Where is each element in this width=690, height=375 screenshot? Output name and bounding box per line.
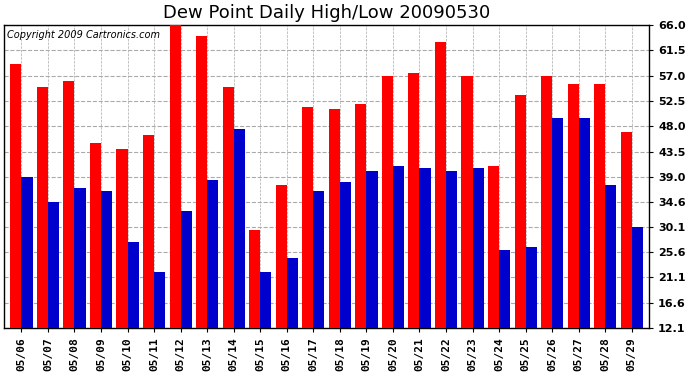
Bar — [328, 110, 340, 328]
Bar — [420, 168, 431, 328]
Bar — [488, 166, 499, 328]
Bar — [207, 180, 218, 328]
Bar — [223, 87, 234, 328]
Bar — [37, 87, 48, 328]
Title: Dew Point Daily High/Low 20090530: Dew Point Daily High/Low 20090530 — [163, 4, 490, 22]
Bar — [154, 272, 166, 328]
Bar — [117, 149, 128, 328]
Bar — [382, 76, 393, 328]
Bar — [196, 36, 207, 328]
Bar — [435, 42, 446, 328]
Bar — [302, 106, 313, 328]
Bar — [128, 242, 139, 328]
Bar — [21, 177, 32, 328]
Bar — [552, 118, 563, 328]
Bar — [260, 272, 271, 328]
Bar — [48, 202, 59, 328]
Bar — [541, 76, 552, 328]
Bar — [594, 84, 605, 328]
Bar — [515, 95, 526, 328]
Bar — [101, 191, 112, 328]
Bar — [473, 168, 484, 328]
Bar — [170, 20, 181, 328]
Bar — [313, 191, 324, 328]
Bar — [568, 84, 579, 328]
Bar — [462, 76, 473, 328]
Bar — [63, 81, 75, 328]
Bar — [499, 250, 511, 328]
Bar — [340, 183, 351, 328]
Text: Copyright 2009 Cartronics.com: Copyright 2009 Cartronics.com — [8, 30, 160, 40]
Bar — [366, 171, 377, 328]
Bar — [90, 143, 101, 328]
Bar — [393, 166, 404, 328]
Bar — [234, 129, 245, 328]
Bar — [287, 258, 298, 328]
Bar — [605, 185, 616, 328]
Bar — [446, 171, 457, 328]
Bar — [143, 135, 154, 328]
Bar — [276, 185, 287, 328]
Bar — [632, 228, 643, 328]
Bar — [75, 188, 86, 328]
Bar — [526, 247, 537, 328]
Bar — [10, 64, 21, 328]
Bar — [181, 211, 192, 328]
Bar — [355, 104, 366, 328]
Bar — [621, 132, 632, 328]
Bar — [249, 230, 260, 328]
Bar — [579, 118, 590, 328]
Bar — [408, 73, 420, 328]
